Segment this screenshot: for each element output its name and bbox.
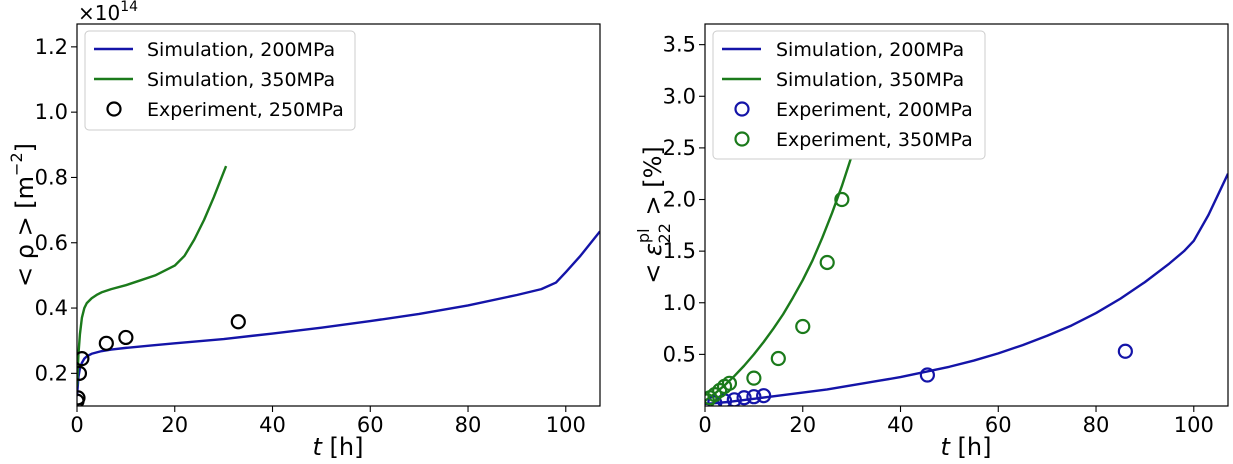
right-x-tick-label: 100 <box>1174 413 1214 437</box>
left-y-tick-label: 1.2 <box>35 35 68 59</box>
chart-left: 0 20 40 60 80 100 0.2 0.4 0.6 0.8 1.0 1.2 ×1014 < ρ… <box>7 0 601 461</box>
right-legend: Simulation, 200MPa Simulation, 350MPa Ex… <box>712 30 986 160</box>
right-x-tick-label: 60 <box>985 413 1012 437</box>
right-point-experiment-200mpa <box>919 367 936 383</box>
right-ticks: 0 20 40 60 80 100 0.5 1.0 1.5 2.0 2.5 3.0 3.5 <box>663 33 1214 437</box>
right-legend-label-sim350: Simulation, 350MPa <box>776 69 964 91</box>
right-y-tick-label: 3.5 <box>663 33 696 57</box>
right-point-experiment-200mpa <box>726 392 742 406</box>
left-series-simulation-350mpa <box>77 165 228 387</box>
left-y-axis-label: < ρ > [m−2] <box>7 143 39 287</box>
left-y-tick-label: 0.6 <box>35 231 68 255</box>
right-point-experiment-350mpa <box>770 350 786 367</box>
left-point-experiment-250mpa <box>77 390 86 406</box>
right-y-tick-label: 0.5 <box>663 342 696 366</box>
left-legend-label-sim200: Simulation, 200MPa <box>147 39 335 61</box>
right-point-experiment-350mpa <box>819 254 835 271</box>
left-point-experiment-250mpa <box>77 351 90 367</box>
left-point-experiment-250mpa <box>230 314 246 330</box>
right-x-tick-label: 20 <box>789 413 816 437</box>
right-plot-area <box>705 145 1228 406</box>
right-series-simulation-350mpa <box>705 145 857 402</box>
left-axes-frame <box>76 23 601 407</box>
right-y-tick-label: 2.5 <box>663 136 696 160</box>
right-x-tick-label: 40 <box>887 413 914 437</box>
left-y-tick-label: 0.4 <box>35 296 68 320</box>
right-legend-label-exp350: Experiment, 350MPa <box>776 129 973 151</box>
right-legend-marker-exp200 <box>734 101 750 117</box>
left-x-tick-label: 100 <box>546 413 586 437</box>
left-legend-box <box>84 30 356 131</box>
left-legend-label-sim350: Simulation, 350MPa <box>147 69 335 91</box>
right-legend-marker-exp350 <box>734 131 750 147</box>
right-point-experiment-200mpa <box>746 389 762 405</box>
right-legend-box <box>712 30 986 160</box>
left-x-tick-label: 40 <box>259 413 286 437</box>
left-ticks: 0 20 40 60 80 100 0.2 0.4 0.6 0.8 1.0 1.2 <box>35 35 586 437</box>
left-x-axis-label: t [h] <box>313 433 364 461</box>
right-axes-frame <box>704 23 1229 407</box>
left-legend-label-exp250: Experiment, 250MPa <box>147 99 344 121</box>
chart-right: 0 20 40 60 80 100 0.5 1.0 1.5 2.0 2.5 3.0 3.5 < εpl 2… <box>634 23 1229 461</box>
left-y-tick-label: 0.2 <box>35 361 68 385</box>
left-point-experiment-250mpa <box>77 365 88 381</box>
right-point-experiment-200mpa <box>707 395 723 406</box>
right-point-experiment-200mpa <box>756 388 772 404</box>
left-y-tick-label: 1.0 <box>35 100 68 124</box>
right-y-axis-label: < εpl 22 > [%] <box>634 146 674 284</box>
left-point-experiment-250mpa <box>98 335 114 351</box>
left-x-tick-label: 20 <box>161 413 188 437</box>
right-y-tick-label: 1.0 <box>663 291 696 315</box>
left-x-tick-label: 0 <box>70 413 83 437</box>
right-point-experiment-350mpa <box>746 370 762 386</box>
left-legend-marker-exp250 <box>106 101 122 117</box>
left-y-tick-label: 0.8 <box>35 165 68 189</box>
left-legend: Simulation, 200MPa Simulation, 350MPa Ex… <box>84 30 356 131</box>
left-plot-area <box>77 165 600 406</box>
right-point-experiment-200mpa <box>736 390 752 406</box>
right-legend-label-exp200: Experiment, 200MPa <box>776 99 973 121</box>
left-offset-text: ×1014 <box>78 0 138 25</box>
left-series-simulation-200mpa <box>77 230 600 397</box>
right-x-axis-label: t [h] <box>941 433 992 461</box>
left-point-experiment-250mpa <box>118 329 134 346</box>
right-y-tick-label: 2.0 <box>663 188 696 212</box>
left-x-tick-label: 60 <box>357 413 384 437</box>
right-point-experiment-350mpa <box>795 318 811 335</box>
right-x-tick-label: 80 <box>1083 413 1110 437</box>
right-y-tick-label: 1.5 <box>663 239 696 263</box>
right-point-experiment-350mpa <box>834 191 850 208</box>
right-x-tick-label: 0 <box>698 413 711 437</box>
right-y-tick-label: 3.0 <box>663 84 696 108</box>
left-x-tick-label: 80 <box>455 413 482 437</box>
right-legend-label-sim200: Simulation, 200MPa <box>776 39 964 61</box>
right-point-experiment-350mpa <box>721 375 738 391</box>
right-series-simulation-200mpa <box>705 173 1228 406</box>
right-point-experiment-200mpa <box>1117 343 1133 359</box>
